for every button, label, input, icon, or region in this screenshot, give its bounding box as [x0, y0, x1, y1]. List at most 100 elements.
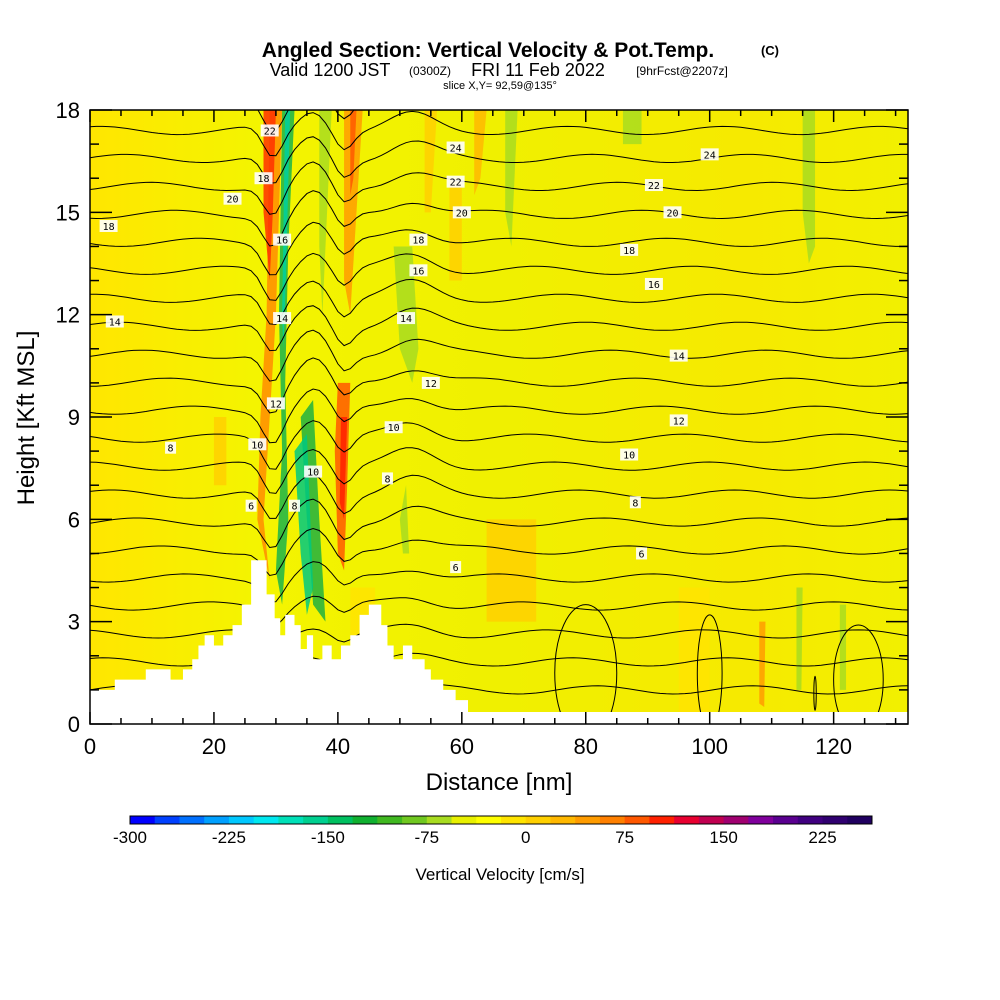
contour-label-text: 8 — [632, 498, 638, 509]
y-tick-label-15: 15 — [56, 200, 80, 225]
colorbar-tick--150: -150 — [311, 828, 345, 847]
contour-label-8: 8 — [289, 499, 300, 513]
contour-label-text: 8 — [291, 502, 297, 513]
contour-label-bg — [421, 376, 440, 389]
isentrope-line-11 — [90, 357, 908, 414]
isentrope-line-7 — [90, 474, 908, 519]
colorbar-swatch-20 — [624, 816, 650, 824]
contour-label-bg — [105, 315, 124, 328]
contour-label-bg — [446, 141, 465, 154]
utc-time: (0300Z) — [409, 64, 451, 78]
contour-label-bg — [384, 421, 403, 434]
isentrope-line-12 — [90, 329, 908, 382]
low-level-contour-0 — [554, 604, 618, 724]
colorbar-swatch-23 — [698, 816, 725, 824]
x-tick-label-60: 60 — [450, 734, 474, 759]
contour-label-text: 18 — [257, 174, 269, 185]
x-tick-label-20: 20 — [202, 734, 226, 759]
colorbar-swatch-8 — [327, 816, 354, 824]
contour-label-bg — [636, 547, 648, 560]
terrain-mask — [90, 560, 908, 724]
y-tick-label-6: 6 — [68, 507, 80, 532]
velocity-band-24 — [796, 587, 803, 690]
contour-label-text: 18 — [623, 246, 635, 257]
contour-label-bg — [409, 233, 428, 246]
colorbar-swatch-10 — [377, 816, 403, 824]
colorbar-swatch-0 — [130, 816, 156, 824]
colorbar-swatch-24 — [723, 816, 749, 824]
isentrope-line-6 — [90, 498, 908, 549]
contour-label-bg — [273, 312, 292, 325]
colorbar-tick-150: 150 — [709, 828, 737, 847]
contour-label-text: 24 — [704, 150, 716, 161]
contour-label-text: 22 — [450, 178, 462, 189]
colorbar-swatch-26 — [773, 816, 799, 824]
contour-label-15: 20 — [452, 206, 471, 219]
contour-label-text: 20 — [456, 208, 468, 219]
contour-label-3: 16 — [273, 233, 292, 247]
x-tick-label-120: 120 — [815, 734, 852, 759]
colorbar-swatch-9 — [352, 816, 378, 824]
contour-label-11: 14 — [105, 315, 124, 328]
contour-label-bg — [397, 312, 416, 325]
low-level-contour-3 — [833, 624, 884, 724]
colorbar-swatch-11 — [402, 816, 428, 824]
contour-label-text: 20 — [666, 208, 678, 219]
isentrope-line-18 — [90, 161, 908, 215]
x-tick-label-100: 100 — [691, 734, 728, 759]
colorbar-swatch-17 — [550, 816, 576, 824]
contour-label-bg — [629, 496, 641, 509]
contour-labels: 22 18 20 16 14 12 10 6 8 10 18 14 8 24 22 20 18 16 14 12 10 8… — [99, 124, 719, 574]
isentrope-line-3 — [90, 595, 908, 627]
x-tick-label-40: 40 — [326, 734, 350, 759]
contour-label-text: 20 — [227, 195, 239, 206]
contour-label-bg — [663, 206, 682, 219]
colorbar-swatch-19 — [599, 816, 626, 824]
velocity-band-5 — [294, 434, 314, 615]
contour-label-text: 16 — [412, 266, 424, 277]
contour-label-5: 12 — [266, 397, 285, 410]
colorbar-tick--75: -75 — [415, 828, 440, 847]
velocity-band-10 — [319, 110, 332, 315]
colorbar-swatch-22 — [674, 816, 700, 824]
contour-label-text: 24 — [450, 144, 462, 155]
plot-area: 22 18 20 16 14 12 10 6 8 10 18 14 8 24 22 20 18 16 14 12 10 8… — [90, 110, 908, 724]
colorbar-tick--225: -225 — [212, 828, 246, 847]
contour-label-text: 16 — [648, 280, 660, 291]
contour-label-bg — [644, 179, 663, 192]
contour-label-bg — [381, 472, 393, 485]
contour-label-bg — [644, 277, 663, 290]
contour-label-7: 6 — [245, 499, 257, 513]
colorbar-swatch-6 — [278, 816, 304, 824]
velocity-band-22 — [678, 587, 710, 724]
contour-label-10: 18 — [99, 219, 118, 233]
contour-label-text: 16 — [276, 236, 288, 247]
velocity-band-13 — [424, 110, 438, 213]
contour-label-text: 10 — [388, 423, 400, 434]
x-tick-labels: 0 20 40 60 80 100 120 — [84, 734, 852, 759]
contour-label-bg — [248, 438, 267, 451]
colorbar-swatch-25 — [748, 816, 774, 824]
colorbar-swatch-28 — [822, 816, 848, 824]
contour-label-23: 24 — [700, 148, 719, 161]
contour-label-bg — [165, 441, 177, 454]
contour-label-bg — [304, 465, 323, 478]
colorbar-swatch-7 — [303, 816, 329, 824]
chart-title: Angled Section: Vertical Velocity & Pot.… — [262, 39, 714, 62]
contour-label-bg — [450, 561, 462, 574]
contour-label-text: 18 — [412, 236, 424, 247]
contour-label-9: 10 — [304, 465, 323, 479]
contour-label-12: 8 — [165, 441, 177, 455]
contour-label-20: 10 — [384, 421, 403, 434]
contour-label-0: 22 — [260, 124, 279, 137]
velocity-shading — [213, 110, 847, 724]
contour-label-bg — [266, 397, 285, 410]
velocity-band-8 — [344, 110, 363, 315]
contour-label-bg — [620, 448, 639, 461]
velocity-band-3 — [282, 110, 291, 349]
contour-label-text: 6 — [639, 549, 645, 560]
contour-label-4: 14 — [273, 312, 292, 325]
contour-label-30: 10 — [620, 448, 639, 462]
velocity-band-18 — [802, 110, 816, 264]
